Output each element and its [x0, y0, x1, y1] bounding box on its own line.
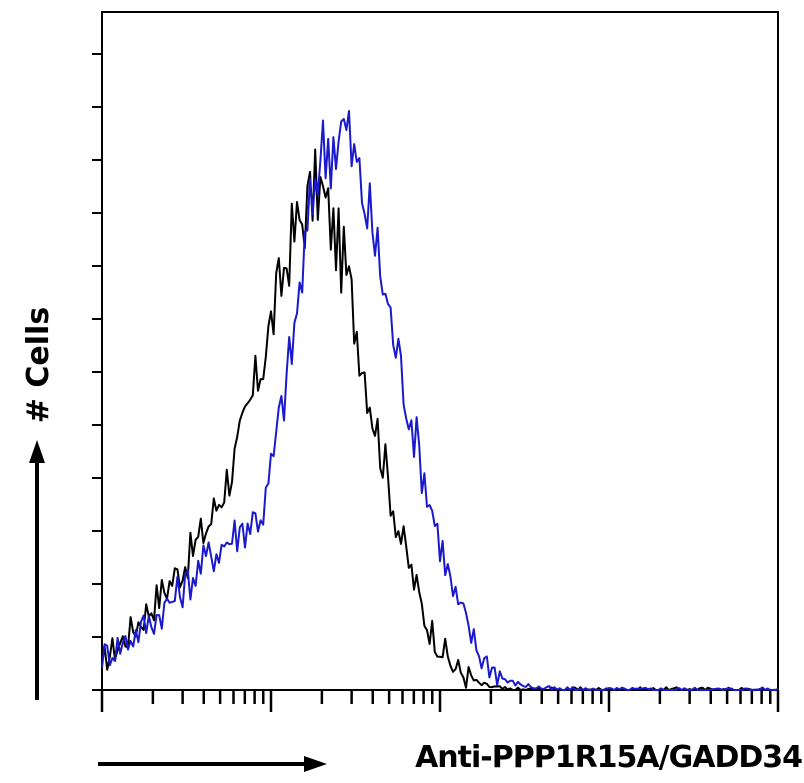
- x-axis-ticks: [100, 690, 780, 712]
- histogram-series-2: [101, 110, 779, 691]
- y-axis-label: # Cells: [21, 307, 56, 423]
- y-axis-ticks: [92, 53, 102, 691]
- x-axis-label: Anti-PPP1R15A/GADD34: [415, 740, 803, 775]
- histogram-series-1: [101, 148, 779, 691]
- y-axis-arrow-head: [29, 440, 45, 463]
- x-axis-arrow-head: [304, 756, 327, 772]
- series-layer: [101, 110, 779, 691]
- plot-frame: [101, 11, 779, 691]
